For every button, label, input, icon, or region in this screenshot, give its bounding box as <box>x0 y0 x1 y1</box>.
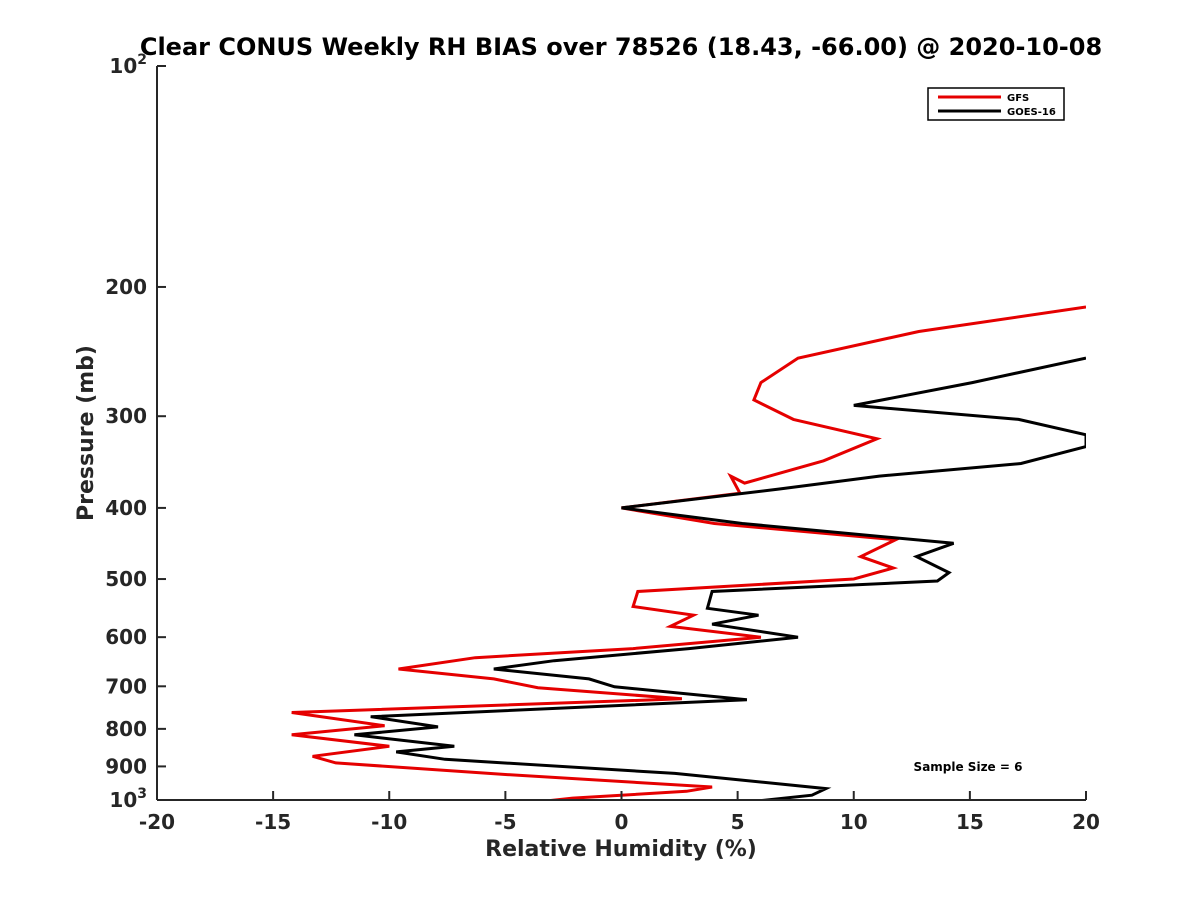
x-tick-label: -5 <box>494 810 516 834</box>
x-tick-label: 20 <box>1072 810 1100 834</box>
y-tick-label: 103 <box>109 786 147 812</box>
chart-title: Clear CONUS Weekly RH BIAS over 78526 (1… <box>140 33 1102 61</box>
y-tick-label: 700 <box>105 674 147 698</box>
y-tick-label: 102 <box>109 52 147 78</box>
x-tick-label: -20 <box>139 810 175 834</box>
legend: GFS GOES-16 <box>927 87 1065 121</box>
series-layer <box>291 305 1086 800</box>
y-tick-label: 800 <box>105 717 147 741</box>
x-tick-label: 0 <box>615 810 629 834</box>
y-ticks: 102 200 300 400 500 600 700 800 900 103 <box>105 52 166 812</box>
y-tick-label: 600 <box>105 625 147 649</box>
series-line-goes-16 <box>354 356 1086 800</box>
y-tick-label: 400 <box>105 496 147 520</box>
series-line-gfs <box>291 305 1086 800</box>
x-tick-label: -15 <box>255 810 291 834</box>
legend-label-goes16: GOES-16 <box>1007 107 1056 118</box>
axes-layer <box>156 66 1086 801</box>
x-tick-label: 5 <box>731 810 745 834</box>
y-tick-label: 200 <box>105 275 147 299</box>
x-tick-label: -10 <box>371 810 407 834</box>
y-tick-label: 900 <box>105 754 147 778</box>
legend-box <box>927 87 1065 121</box>
y-tick-label: 300 <box>105 404 147 428</box>
x-axis-label: Relative Humidity (%) <box>485 837 757 862</box>
x-tick-label: 15 <box>956 810 984 834</box>
legend-label-gfs: GFS <box>1007 93 1029 104</box>
sample-size-annotation: Sample Size = 6 <box>914 760 1023 774</box>
y-tick-label: 500 <box>105 567 147 591</box>
x-ticks: -20 -15 -10 -5 0 5 10 15 20 <box>139 791 1100 834</box>
y-axis-label: Pressure (mb) <box>74 345 99 521</box>
x-tick-label: 10 <box>840 810 868 834</box>
